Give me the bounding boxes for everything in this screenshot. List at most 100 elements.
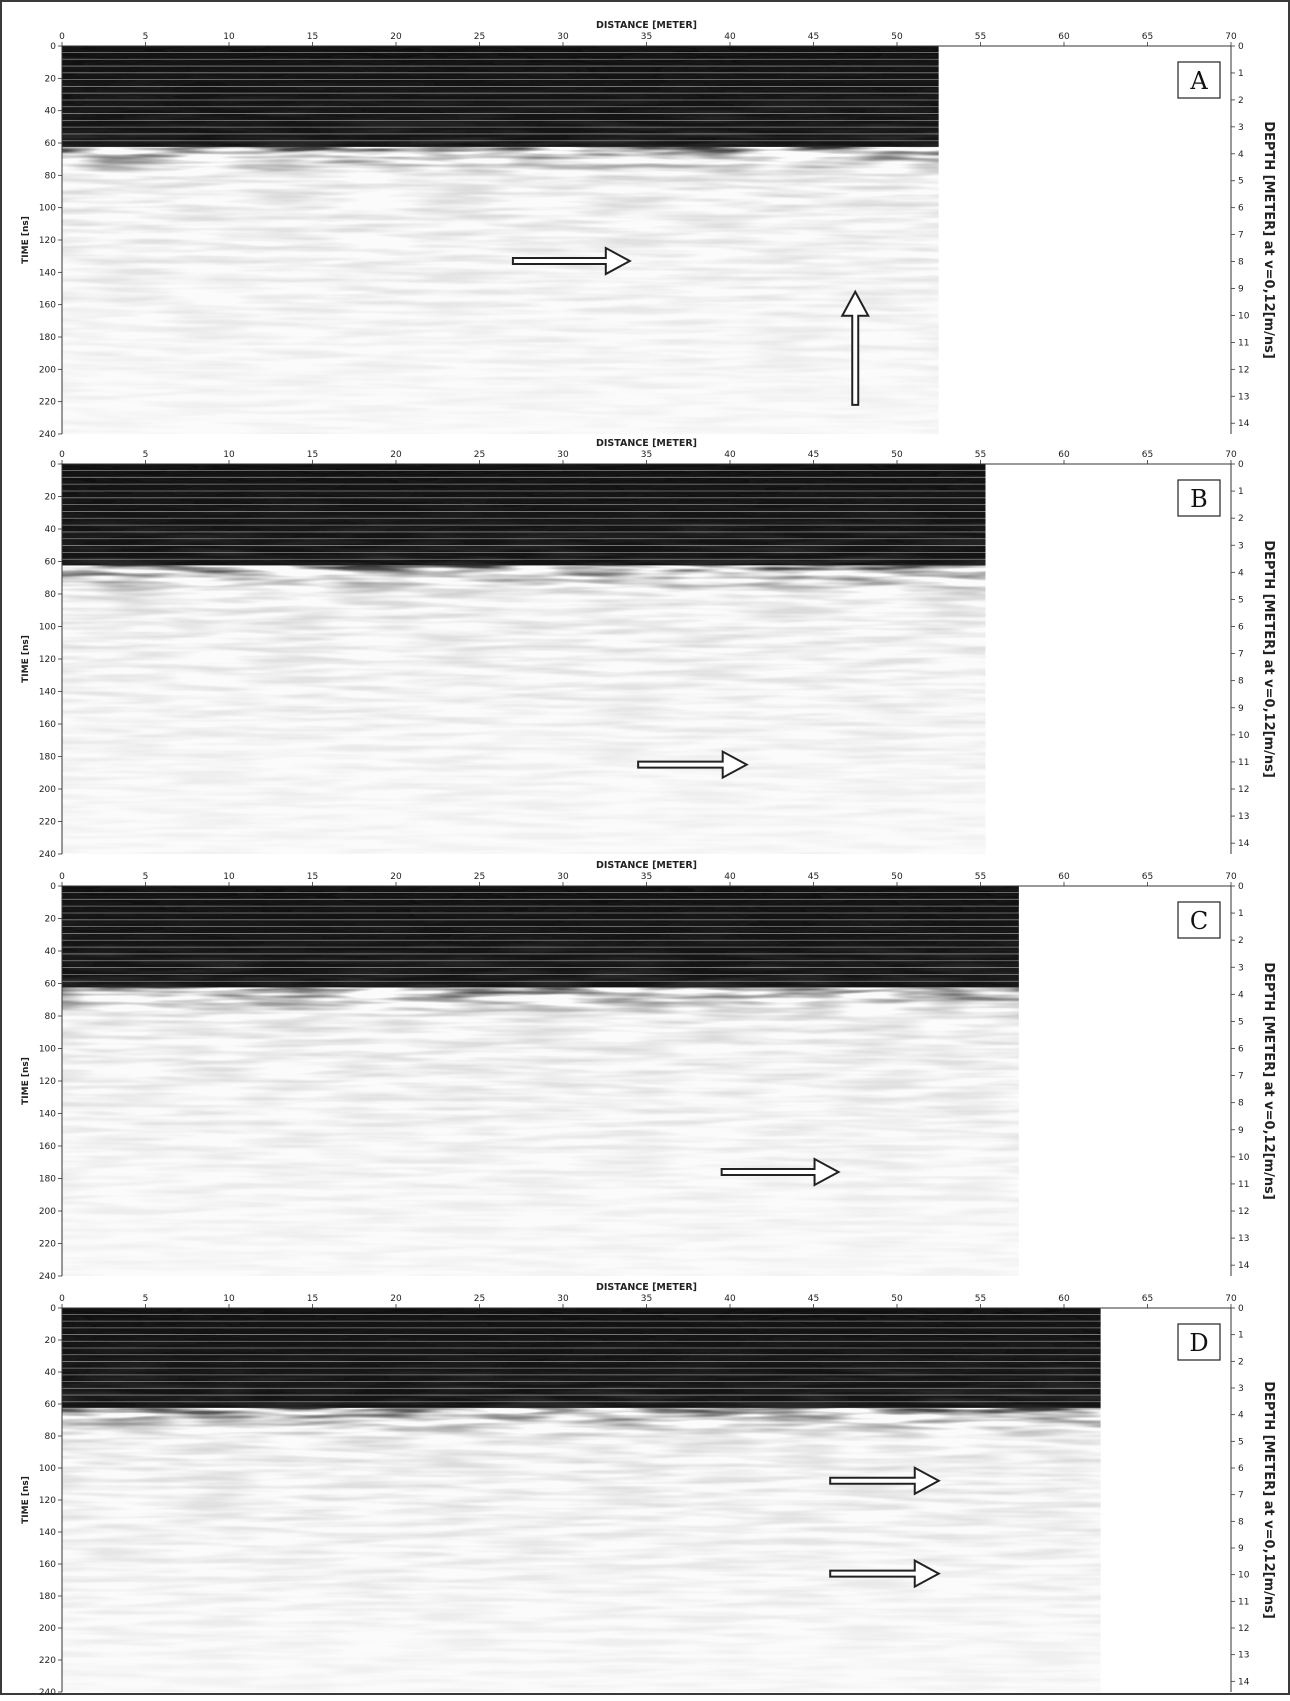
y2-tick-label: 8 <box>1238 1517 1244 1527</box>
x-tick-label: 40 <box>724 32 736 42</box>
y-tick-label: 0 <box>50 882 56 892</box>
arrow-marker <box>829 1558 941 1589</box>
panel-label-box <box>1177 479 1221 517</box>
y2-tick-label: 12 <box>1238 1207 1249 1217</box>
y2-tick-label: 3 <box>1238 963 1244 973</box>
y2-tick-label: 2 <box>1238 936 1244 946</box>
y-tick-label: 220 <box>39 818 56 828</box>
x-tick-label: 30 <box>557 872 569 882</box>
x-tick-label: 35 <box>641 450 652 460</box>
y2-tick-label: 1 <box>1238 69 1244 79</box>
y2-tick-label: 5 <box>1238 1017 1244 1027</box>
x-tick-label: 15 <box>307 32 318 42</box>
y-tick-label: 140 <box>39 268 56 278</box>
y2-tick-label: 11 <box>1238 338 1249 348</box>
y2-tick-label: 12 <box>1238 785 1249 795</box>
y-tick-label: 60 <box>45 139 57 149</box>
y-tick-label: 80 <box>45 590 57 600</box>
x-tick-label: 35 <box>641 32 652 42</box>
panel-label: C <box>1190 907 1208 935</box>
x-tick-label: 50 <box>891 450 903 460</box>
y-tick-label: 120 <box>39 1077 56 1087</box>
x-tick-label: 10 <box>223 872 235 882</box>
y-axis-label: TIME [ns] <box>21 1057 31 1105</box>
y-tick-label: 60 <box>45 980 57 990</box>
y2-tick-label: 13 <box>1238 392 1249 402</box>
x-tick-label: 0 <box>59 1294 65 1304</box>
y-tick-label: 160 <box>39 1142 56 1152</box>
x-tick-label: 25 <box>474 1294 485 1304</box>
y-tick-label: 80 <box>45 1432 57 1442</box>
arrow-marker <box>637 749 749 780</box>
y-tick-label: 240 <box>39 1688 56 1697</box>
y-tick-label: 100 <box>39 204 56 214</box>
y2-tick-label: 4 <box>1238 990 1244 1000</box>
x-tick-label: 65 <box>1142 872 1153 882</box>
x-tick-label: 70 <box>1225 32 1237 42</box>
panel-label: A <box>1189 67 1208 95</box>
y-tick-label: 0 <box>50 460 56 470</box>
x-tick-label: 70 <box>1225 1294 1237 1304</box>
x-axis-label: DISTANCE [METER] <box>596 860 697 871</box>
x-tick-label: 15 <box>307 1294 318 1304</box>
y2-tick-label: 5 <box>1238 177 1244 187</box>
y2-tick-label: 8 <box>1238 677 1244 687</box>
y2-tick-label: 4 <box>1238 568 1244 578</box>
y2-tick-label: 5 <box>1238 1437 1244 1447</box>
y2-tick-label: 7 <box>1238 1491 1244 1501</box>
y2-tick-label: 12 <box>1238 1624 1249 1634</box>
y2-tick-label: 14 <box>1238 1261 1250 1271</box>
x-tick-label: 60 <box>1058 450 1070 460</box>
y2-axis-label: DEPTH [METER] at v=0,12[m/ns] <box>1261 1381 1276 1619</box>
y-tick-label: 100 <box>39 623 56 633</box>
x-tick-label: 25 <box>474 872 485 882</box>
arrow-marker <box>720 1157 841 1187</box>
y2-tick-label: 1 <box>1238 487 1244 497</box>
x-tick-label: 30 <box>557 32 569 42</box>
y2-tick-label: 11 <box>1238 1180 1249 1190</box>
x-tick-label: 25 <box>474 32 485 42</box>
y-tick-label: 120 <box>39 236 56 246</box>
x-tick-label: 25 <box>474 450 485 460</box>
x-tick-label: 20 <box>390 1294 402 1304</box>
y-tick-label: 140 <box>39 1528 56 1538</box>
x-tick-label: 55 <box>975 32 986 42</box>
y-tick-label: 60 <box>45 558 57 568</box>
y-tick-label: 180 <box>39 1592 56 1602</box>
x-tick-label: 50 <box>891 1294 903 1304</box>
y-tick-label: 240 <box>39 850 56 860</box>
x-tick-label: 35 <box>641 872 652 882</box>
y-axis-label: TIME [ns] <box>21 216 31 264</box>
x-axis-label: DISTANCE [METER] <box>596 438 697 449</box>
x-tick-label: 40 <box>724 1294 736 1304</box>
x-tick-label: 15 <box>307 872 318 882</box>
y2-axis-label: DEPTH [METER] at v=0,12[m/ns] <box>1261 121 1276 359</box>
y2-tick-label: 3 <box>1238 1384 1244 1394</box>
y-tick-label: 120 <box>39 655 56 665</box>
y-tick-label: 160 <box>39 720 56 730</box>
arrow-marker <box>840 289 870 406</box>
x-tick-label: 15 <box>307 450 318 460</box>
y2-tick-label: 5 <box>1238 595 1244 605</box>
panel-label-box <box>1177 901 1221 939</box>
y2-tick-label: 14 <box>1238 839 1250 849</box>
y-tick-label: 100 <box>39 1045 56 1055</box>
y-axis-label: TIME [ns] <box>21 1476 31 1524</box>
y2-tick-label: 11 <box>1238 1597 1249 1607</box>
y2-tick-label: 14 <box>1238 419 1250 429</box>
y-tick-label: 200 <box>39 1207 56 1217</box>
y2-tick-label: 13 <box>1238 812 1249 822</box>
y-tick-label: 80 <box>45 1012 57 1022</box>
y2-tick-label: 9 <box>1238 704 1244 714</box>
x-tick-label: 10 <box>223 32 235 42</box>
y2-tick-label: 1 <box>1238 1331 1244 1341</box>
y-tick-label: 240 <box>39 1272 56 1282</box>
x-tick-label: 45 <box>808 872 819 882</box>
x-tick-label: 20 <box>390 450 402 460</box>
y2-tick-label: 3 <box>1238 123 1244 133</box>
x-tick-label: 20 <box>390 32 402 42</box>
